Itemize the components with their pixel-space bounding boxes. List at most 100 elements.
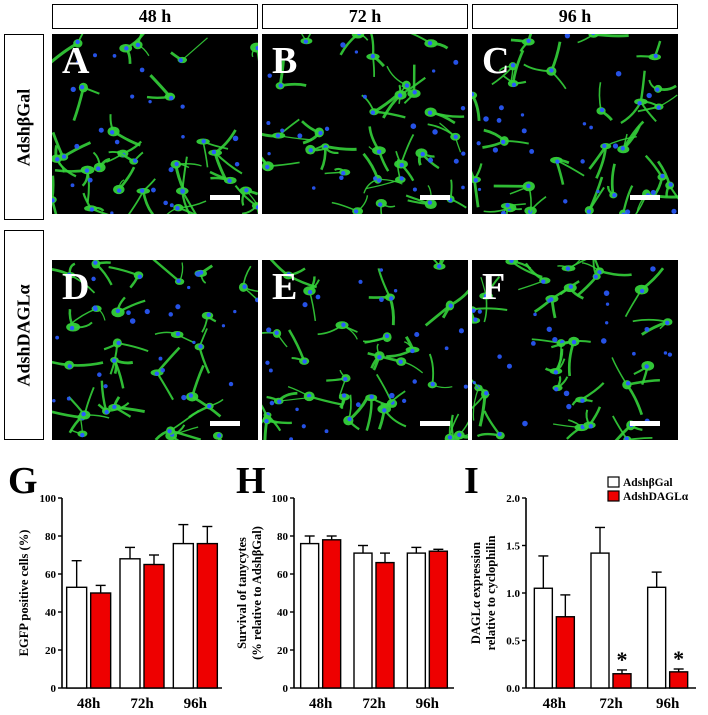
nucleus	[412, 379, 417, 384]
nucleus	[93, 260, 98, 265]
cell	[479, 276, 501, 323]
cell	[68, 305, 106, 326]
nucleus	[483, 116, 489, 122]
cell	[581, 260, 632, 277]
nucleus	[549, 68, 554, 73]
nucleus	[432, 129, 438, 135]
nucleus	[430, 382, 435, 387]
cell	[103, 338, 149, 375]
nucleus	[178, 58, 183, 63]
nucleus	[453, 158, 459, 164]
nucleus	[228, 381, 234, 387]
bar	[196, 542, 219, 689]
nucleus	[266, 120, 271, 126]
nucleus	[167, 428, 172, 434]
nucleus	[448, 303, 453, 308]
cell-process	[473, 179, 480, 208]
nucleus	[472, 308, 476, 313]
cell-process	[644, 154, 664, 178]
nucleus	[67, 364, 72, 369]
nucleus	[552, 336, 558, 343]
nucleus	[372, 176, 378, 181]
nucleus	[129, 318, 136, 324]
nucleus	[624, 436, 629, 440]
nucleus	[216, 433, 222, 438]
row-header-adshbgal: AdshβGal	[4, 34, 44, 220]
column-header-96h: 96 h	[472, 4, 678, 29]
nucleus	[343, 376, 348, 382]
bar	[646, 586, 667, 689]
column-header-72h: 72 h	[262, 4, 468, 29]
micrograph-panel-f: F	[472, 260, 678, 440]
cell	[648, 79, 677, 93]
nucleus	[201, 139, 206, 144]
nucleus	[297, 133, 303, 139]
nucleus	[603, 290, 610, 296]
cell	[91, 260, 113, 286]
cell	[166, 200, 207, 214]
nucleus	[74, 143, 80, 149]
nucleus	[484, 391, 489, 396]
bar	[590, 552, 610, 689]
cell	[365, 159, 406, 190]
cell-process	[72, 87, 85, 122]
cell	[584, 176, 605, 214]
cell	[544, 348, 566, 375]
significance-marker: *	[673, 646, 684, 671]
cell	[472, 311, 481, 324]
y-tick-label: 0.5	[506, 636, 520, 648]
cell-process	[554, 348, 564, 372]
cell-process	[117, 342, 149, 353]
cell-body	[588, 34, 599, 38]
nucleus	[124, 46, 129, 51]
cell	[107, 114, 141, 147]
cell	[386, 335, 420, 358]
nucleus	[97, 372, 102, 377]
nucleus	[412, 90, 417, 95]
nucleus	[169, 203, 174, 208]
micrograph-cells	[52, 34, 258, 214]
nucleus	[458, 328, 464, 334]
cell	[72, 82, 100, 122]
nucleus	[501, 210, 506, 214]
nucleus	[277, 399, 282, 404]
cell-process	[214, 129, 237, 154]
cell	[367, 351, 424, 374]
cell	[170, 37, 208, 64]
nucleus	[87, 177, 93, 183]
nucleus	[382, 408, 387, 413]
cell	[482, 128, 529, 149]
nucleus	[266, 327, 272, 333]
cell	[424, 289, 468, 327]
nucleus	[568, 284, 574, 289]
nucleus	[92, 305, 98, 311]
nucleus	[163, 200, 168, 206]
nucleus	[384, 333, 390, 339]
nucleus	[311, 186, 316, 190]
nucleus	[168, 167, 174, 173]
cell	[606, 163, 618, 199]
nucleus	[671, 208, 677, 214]
column-header-label: 72 h	[348, 6, 382, 26]
y-tick-label: 1.0	[506, 588, 520, 600]
nucleus	[621, 212, 626, 214]
cell	[366, 34, 385, 77]
panel-letter: D	[62, 266, 90, 308]
scale-bar	[420, 421, 450, 426]
bar-chart-egfp: 0 20 40 60 80 100 EGFP positive cells (%) 48h 72…	[17, 493, 222, 712]
nucleus	[625, 381, 631, 386]
bar	[321, 539, 342, 689]
nucleus	[522, 420, 528, 427]
cell	[339, 34, 369, 56]
cell	[571, 382, 605, 406]
nucleus	[286, 272, 292, 277]
cell	[196, 138, 229, 168]
nucleus	[104, 409, 109, 415]
y-tick-label: 20	[45, 645, 57, 657]
nucleus	[521, 128, 527, 134]
nucleus	[637, 100, 642, 106]
y-tick-label: 80	[277, 531, 289, 543]
nucleus	[116, 340, 121, 346]
cell	[54, 165, 95, 203]
nucleus	[379, 297, 384, 303]
